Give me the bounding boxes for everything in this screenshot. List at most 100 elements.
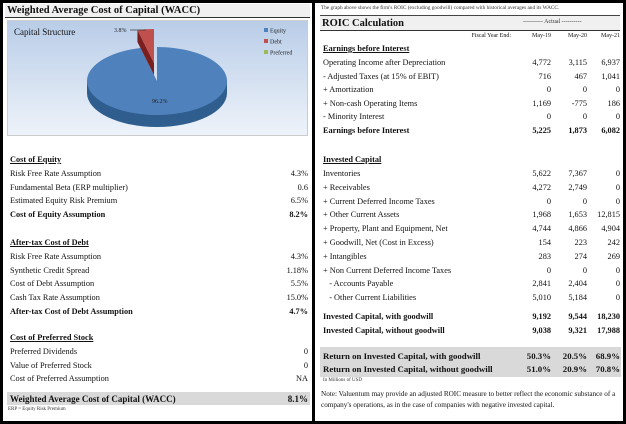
row-value: 0.6 [297,182,308,192]
table-row: Estimated Equity Risk Premium 6.5% [10,195,308,207]
row-value: -775 [571,98,587,108]
row-label: + Other Current Assets [323,210,400,220]
row-value: 4,272 [532,182,551,192]
row-value: 8.2% [289,210,308,220]
row-value: 4,744 [532,224,551,234]
row-label: Risk Free Rate Assumption [10,168,102,178]
table-row: - Accounts Payable 2,841 2,404 0 [323,278,621,290]
row-label: Invested Capital, with goodwill [323,312,434,321]
row-value: 0 [582,85,587,94]
row-value: 12,815 [597,210,620,220]
section-header: Cost of Preferred Stock [10,333,94,342]
row-value: 2,404 [568,279,587,289]
row-value: 4.3% [290,168,308,178]
row-label: + Property, Plant and Equipment, Net [323,224,448,234]
row-value: 0 [615,112,620,121]
row-value: 51.0% [526,364,551,374]
row-value: 9,321 [568,326,587,335]
row-label: Risk Free Rate Assumption [10,251,102,261]
table-row: - Adjusted Taxes (at 15% of EBIT) 716 467 1… [323,71,621,83]
row-label: Estimated Equity Risk Premium [10,196,118,206]
row-label: - Accounts Payable [323,279,394,289]
row-value: 186 [607,98,620,108]
table-row: Invested Capital, with goodwill 9,192 9,54… [323,311,621,323]
debt-data-label: 3.8% [114,28,127,34]
row-value: 2,749 [568,182,587,192]
roic-note: Note: Valuentum may provide an adjusted … [321,390,616,409]
row-label: Invested Capital, without goodwill [323,326,445,335]
roic-intro: The graph above shows the firm's ROIC (e… [321,5,560,11]
row-label: Fundamental Beta (ERP multiplier) [10,182,128,192]
table-row: Cost of Preferred Assumption NA [10,373,308,385]
row-value: 6.5% [290,196,308,206]
row-value: 223 [574,238,587,247]
row-value: NA [296,374,308,384]
wacc-total-band [7,392,310,405]
row-value: 0 [546,112,551,121]
row-label: Inventories [323,169,361,178]
table-row: + Amortization 0 0 0 [323,84,621,96]
table-row: Risk Free Rate Assumption 4.3% [10,168,308,180]
row-value: 0 [615,85,620,94]
table-row: Inventories 5,622 7,367 0 [323,168,621,180]
row-value: 242 [607,238,620,247]
table-row: - Other Current Liabilities 5,010 5,184 0 [323,292,621,304]
row-label: - Minority Interest [323,112,385,121]
row-value: 269 [607,251,620,261]
row-label: + Non-cash Operating Items [323,98,418,108]
units-note: In Millions of USD [323,378,363,383]
table-row: Cost of Debt Assumption 5.5% [10,278,308,290]
capital-structure-chart: Capital Structure 96.2% 3.8% Equity Debt Pre… [7,20,308,136]
row-label: - Other Current Liabilities [323,293,417,303]
chart-title: Capital Structure [14,27,76,37]
section-header: After-tax Cost of Debt [10,238,89,247]
row-value: 4.7% [289,307,308,316]
table-row: + Non Current Deferred Income Taxes 0 0 0 [323,265,621,277]
roic-band [320,347,621,377]
row-value: 0 [615,265,620,275]
row-value: 1,968 [532,210,551,220]
row-label: Value of Preferred Stock [10,360,92,370]
erp-footnote: ERP = Equity Risk Premium [8,407,66,412]
row-value: 154 [538,238,551,247]
legend-swatch-debt [264,39,268,43]
roic-panel: The graph above shows the firm's ROIC (e… [315,3,623,421]
row-label: Return on Invested Capital, with goodwil… [323,351,481,361]
pie-chart: 96.2% 3.8% Equity Debt Preferred [87,28,292,127]
row-value: 3,115 [568,58,587,67]
row-value: 9,192 [532,312,551,321]
row-value: 5,184 [568,293,587,303]
fiscal-year-row: Fiscal Year End: May-19 May-20 May-21 [323,30,621,42]
table-row: Preferred Dividends 0 [10,346,308,358]
row-value: 0 [615,279,620,289]
table-row: Synthetic Credit Spread 1.18% [10,265,308,277]
table-row: + Intangibles 283 274 269 [323,251,621,263]
row-value: 5.5% [290,279,308,289]
row-value: 0 [615,169,620,178]
row-label: Preferred Dividends [10,346,78,356]
table-row: Fundamental Beta (ERP multiplier) 0.6 [10,182,308,194]
row-value: 4,904 [601,224,620,234]
row-value: 0 [546,85,551,94]
row-value: 1,041 [601,71,620,81]
row-value: 0 [615,182,620,192]
year-header: May-20 [568,33,587,39]
row-value: 5,225 [532,125,551,135]
row-value: 5,622 [532,169,551,178]
row-label: Return on Invested Capital, without good… [323,364,493,374]
row-value: 15.0% [286,293,308,303]
row-label: Cost of Debt Assumption [10,279,95,289]
table-row: + Non-cash Operating Items 1,169 -775 186 [323,98,621,110]
row-label: + Current Deferred Income Taxes [323,196,435,206]
equity-data-label: 96.2% [152,99,168,105]
row-value: 4.3% [290,251,308,261]
row-value: 1,169 [532,98,551,108]
row-label: Cost of Equity Assumption [10,210,106,220]
row-value: 50.3% [526,351,551,361]
row-value: 0 [615,196,620,206]
row-value: 70.8% [595,364,620,374]
year-header: May-21 [601,33,620,39]
legend-label-equity: Equity [270,29,286,35]
wacc-total-row: Weighted Average Cost of Capital (WACC) 8… [10,393,308,405]
equity-slice [87,47,228,115]
